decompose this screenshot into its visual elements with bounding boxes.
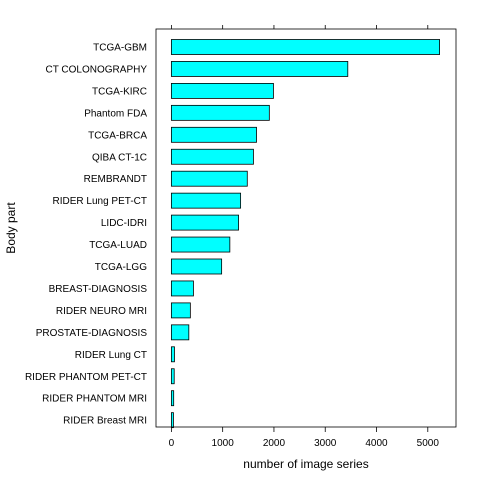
y-tick-label-rembrandt: REMBRANDT (84, 174, 147, 185)
y-tick-label-tcga-luad: TCGA-LUAD (89, 240, 147, 251)
bar-rider-breast-mri (170, 412, 174, 429)
y-tick-label-rider-phantom-mri: RIDER PHANTOM MRI (42, 394, 147, 405)
bars-group (170, 39, 440, 429)
y-tick-label-tcga-lgg: TCGA-LGG (95, 262, 147, 273)
y-tick-label-rider-lung-pet-ct: RIDER Lung PET-CT (53, 196, 147, 207)
x-tick-label-5000: 5000 (417, 438, 440, 449)
y-tick-label-rider-phantom-pet-ct: RIDER PHANTOM PET-CT (25, 372, 147, 383)
bar-tcga-kirc (170, 83, 274, 99)
x-tick-label-2000: 2000 (263, 438, 286, 449)
y-tick-label-breast-diagnosis: BREAST-DIAGNOSIS (49, 284, 148, 295)
bar-tcga-brca (170, 126, 257, 143)
y-tick-label-ct-colonography: CT COLONOGRAPHY (46, 64, 148, 75)
x-tick-label-0: 0 (169, 438, 175, 449)
bar-ct-colonography (170, 61, 349, 77)
bar-rider-neuro-mri (170, 302, 191, 319)
plot-frame (155, 28, 457, 428)
x-axis-title: number of image series (243, 457, 368, 471)
y-tick-label-phantom-fda: Phantom FDA (84, 108, 147, 119)
bar-rider-phantom-mri (170, 390, 175, 407)
y-tick-label-tcga-kirc: TCGA-KIRC (92, 86, 147, 97)
bar-qiba-ct-1c (170, 148, 254, 165)
bar-rider-lung-pet-ct (170, 192, 242, 209)
bar-lidc-idri (170, 214, 239, 231)
bar-tcga-luad (170, 236, 231, 253)
y-tick-label-tcga-gbm: TCGA-GBM (93, 43, 147, 54)
y-tick-label-rider-breast-mri: RIDER Breast MRI (63, 416, 147, 427)
x-ticks-group: 0 1000 2000 3000 4000 5000 (169, 25, 440, 449)
bar-rider-lung-ct (170, 346, 175, 363)
y-tick-label-tcga-brca: TCGA-BRCA (88, 130, 147, 141)
y-tick-labels-group: TCGA-GBM CT COLONOGRAPHY TCGA-KIRC Phantom … (25, 43, 147, 427)
y-tick-label-qiba-ct-1c: QIBA CT-1C (92, 152, 147, 163)
bar-tcga-lgg (170, 258, 223, 275)
y-axis-title: Body part (4, 202, 18, 254)
y-tick-label-prostate-diagnosis: PROSTATE-DIAGNOSIS (36, 328, 148, 339)
x-tick-label-3000: 3000 (314, 438, 337, 449)
bar-rembrandt (170, 170, 248, 187)
x-tick-label-4000: 4000 (365, 438, 388, 449)
bar-phantom-fda (170, 104, 270, 121)
bar-rider-phantom-pet-ct (170, 368, 175, 385)
bar-prostate-diagnosis (170, 324, 190, 341)
bar-breast-diagnosis (170, 280, 194, 297)
bar-tcga-gbm (170, 39, 440, 55)
x-tick-label-1000: 1000 (212, 438, 235, 449)
y-tick-label-lidc-idri: LIDC-IDRI (101, 218, 147, 229)
y-tick-label-rider-lung-ct: RIDER Lung CT (75, 350, 147, 361)
y-tick-label-rider-neuro-mri: RIDER NEURO MRI (56, 306, 147, 317)
